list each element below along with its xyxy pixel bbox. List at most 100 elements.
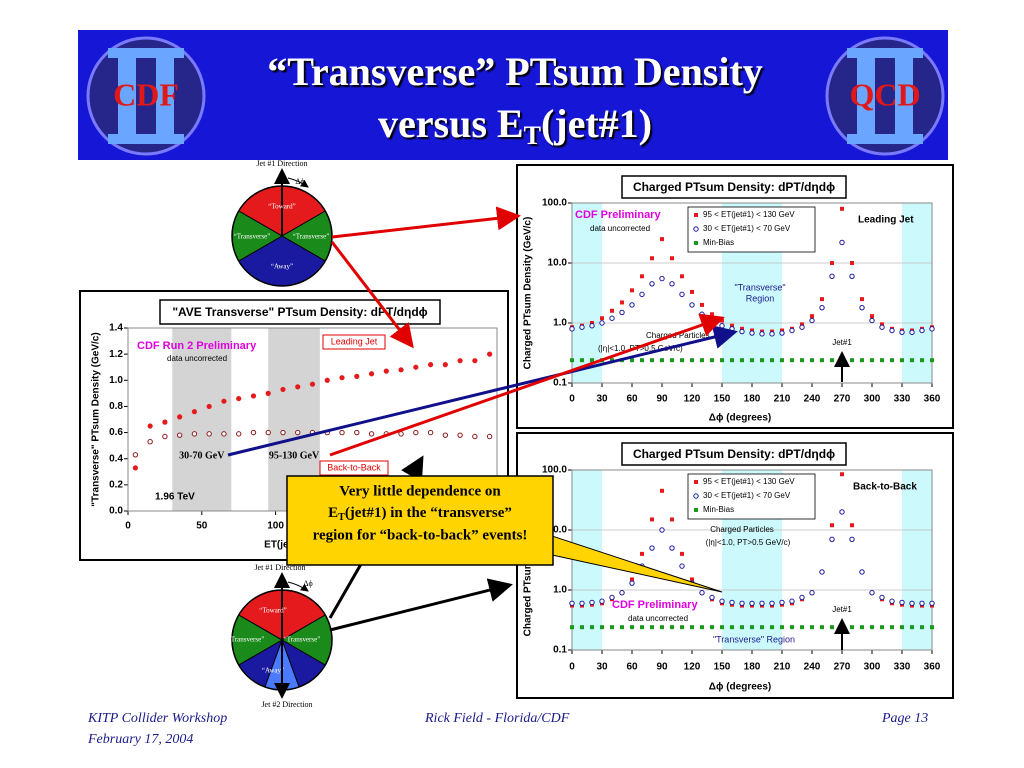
data-point bbox=[810, 358, 814, 363]
y-tick-label: 1.0 bbox=[553, 585, 567, 596]
data-point bbox=[324, 377, 330, 383]
data-point bbox=[147, 423, 153, 429]
data-point bbox=[830, 261, 834, 265]
diagram-label: Jet #1 Direction bbox=[256, 159, 307, 168]
data-point bbox=[740, 326, 744, 331]
data-point bbox=[690, 289, 694, 294]
data-point bbox=[383, 368, 389, 374]
data-point bbox=[457, 432, 463, 438]
data-point bbox=[680, 358, 684, 363]
data-point bbox=[730, 625, 734, 630]
data-point bbox=[840, 206, 844, 211]
data-point bbox=[640, 358, 644, 363]
arrow bbox=[329, 313, 725, 457]
data-point bbox=[820, 297, 824, 302]
data-point bbox=[339, 375, 345, 381]
data-point bbox=[839, 509, 845, 515]
chart-title-box bbox=[621, 175, 847, 199]
data-point bbox=[769, 600, 775, 607]
data-point bbox=[749, 600, 755, 607]
data-point bbox=[619, 309, 625, 316]
data-point bbox=[740, 358, 744, 363]
data-point bbox=[659, 275, 665, 282]
data-point bbox=[870, 625, 874, 630]
region-label: “Transverse” bbox=[234, 233, 271, 241]
y-tick-label: 0.0 bbox=[109, 506, 123, 517]
annotation: Charged Particles bbox=[710, 525, 774, 534]
data-point bbox=[590, 321, 594, 325]
data-point bbox=[368, 371, 375, 377]
data-point bbox=[640, 625, 644, 630]
data-point bbox=[799, 594, 805, 601]
legend-label: 30 < ET(jet#1) < 70 GeV bbox=[703, 491, 791, 500]
data-point bbox=[880, 322, 884, 327]
data-point bbox=[609, 315, 615, 321]
x-tick-label: 180 bbox=[744, 662, 761, 673]
data-point bbox=[339, 429, 345, 436]
data-point bbox=[650, 625, 654, 630]
data-point bbox=[850, 358, 854, 363]
annotation: CDF Run 2 Preliminary bbox=[137, 340, 257, 352]
x-tick-label: 240 bbox=[804, 394, 821, 405]
data-point bbox=[880, 358, 884, 363]
data-point bbox=[427, 429, 434, 436]
x-tick-label: 30 bbox=[596, 662, 608, 673]
data-point bbox=[819, 304, 825, 311]
annotation: data uncorrected bbox=[167, 354, 227, 363]
data-point bbox=[859, 569, 865, 575]
logo-text: QCD bbox=[849, 76, 920, 112]
callout-box bbox=[286, 475, 554, 566]
legend-swatch bbox=[693, 226, 699, 232]
legend-label: Min-Bias bbox=[703, 505, 734, 514]
data-point bbox=[630, 577, 634, 582]
y-tick-label: 0.4 bbox=[109, 453, 123, 464]
annotation: Leading Jet bbox=[331, 336, 378, 346]
data-point bbox=[206, 431, 212, 437]
annotation: Jet#1 bbox=[832, 338, 852, 347]
annotation: Leading Jet bbox=[858, 215, 914, 226]
data-point bbox=[810, 625, 814, 630]
data-point bbox=[589, 323, 595, 329]
data-point bbox=[780, 358, 784, 363]
data-point bbox=[570, 625, 574, 630]
x-tick-label: 300 bbox=[864, 394, 881, 405]
annotation: Back-to-Back bbox=[327, 462, 381, 472]
data-point bbox=[849, 273, 855, 280]
x-tick-label: 0 bbox=[569, 662, 575, 673]
data-point bbox=[650, 358, 654, 363]
arrow bbox=[331, 206, 521, 239]
y-axis-label: "Transverse" PTsum Density (GeV/c) bbox=[91, 332, 102, 506]
data-point bbox=[660, 237, 664, 242]
plot-frame bbox=[571, 202, 933, 384]
data-point bbox=[889, 598, 895, 604]
x-tick-label: 0 bbox=[569, 394, 575, 405]
data-point bbox=[609, 594, 615, 601]
x-tick-label: 150 bbox=[714, 394, 731, 405]
data-point bbox=[669, 545, 675, 551]
data-point bbox=[919, 327, 925, 334]
x-tick-label: 30 bbox=[596, 394, 608, 405]
data-point bbox=[599, 320, 605, 326]
callout-text: Very little dependence on bbox=[339, 483, 501, 499]
data-point bbox=[236, 431, 242, 437]
angle-arc bbox=[287, 177, 309, 188]
data-point bbox=[730, 358, 734, 363]
diagram-label: Jet #2 Direction bbox=[261, 700, 312, 709]
data-point bbox=[710, 312, 714, 317]
data-point bbox=[929, 600, 935, 607]
data-point bbox=[472, 433, 478, 440]
data-point bbox=[729, 326, 735, 332]
callout-part: E bbox=[328, 505, 338, 521]
annotation: Back-to-Back bbox=[853, 482, 917, 493]
slide-title: versus ET(jet#1) bbox=[378, 101, 652, 150]
data-point bbox=[486, 433, 493, 440]
data-point bbox=[720, 625, 724, 630]
shaded-region bbox=[572, 203, 602, 383]
data-point bbox=[191, 409, 198, 415]
data-point bbox=[799, 324, 805, 330]
data-point bbox=[610, 358, 614, 363]
data-point bbox=[176, 432, 183, 438]
legend-box bbox=[687, 473, 816, 520]
data-point bbox=[600, 625, 604, 630]
